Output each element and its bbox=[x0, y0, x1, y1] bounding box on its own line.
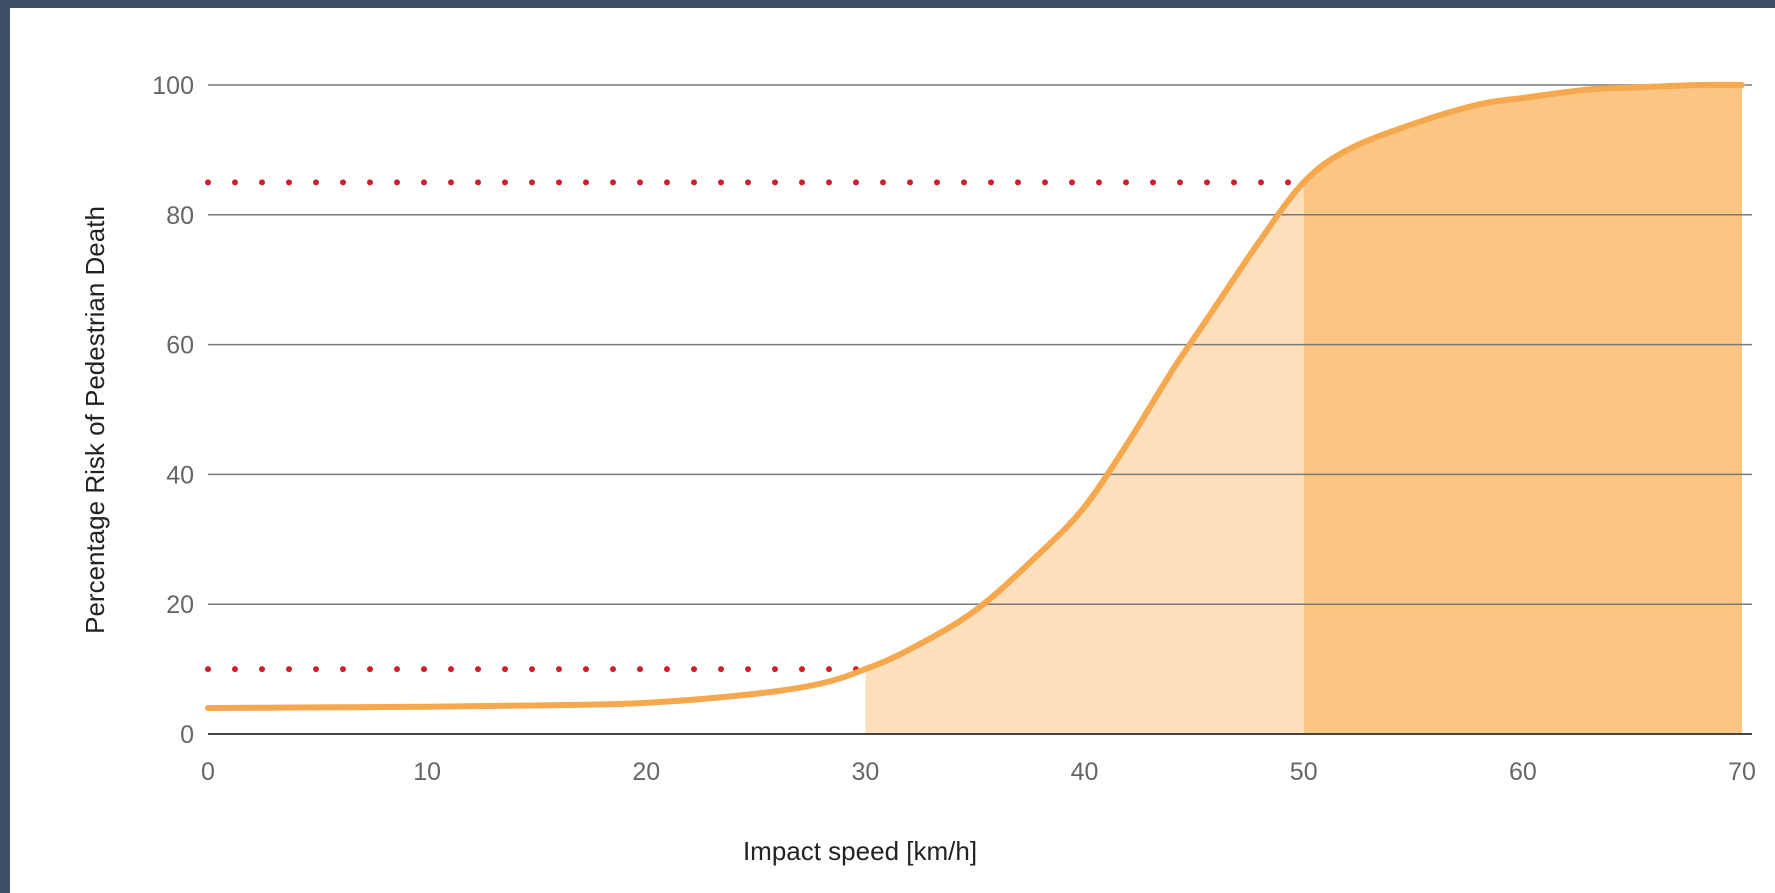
y-tick-60: 60 bbox=[166, 332, 194, 360]
x-tick-40: 40 bbox=[1071, 758, 1099, 786]
y-tick-20: 20 bbox=[166, 591, 194, 619]
x-tick-30: 30 bbox=[852, 758, 880, 786]
risk-chart: 0 20 40 60 80 100 0 10 20 30 40 50 60 70 Impact spee… bbox=[80, 72, 1756, 866]
x-tick-70: 70 bbox=[1728, 758, 1756, 786]
x-tick-60: 60 bbox=[1509, 758, 1537, 786]
y-tick-0: 0 bbox=[180, 721, 194, 749]
y-tick-100: 100 bbox=[152, 72, 194, 100]
x-tick-10: 10 bbox=[413, 758, 441, 786]
x-tick-0: 0 bbox=[201, 758, 215, 786]
shaded-region-1 bbox=[865, 182, 1304, 735]
y-tick-40: 40 bbox=[166, 461, 194, 489]
y-axis-title: Percentage Risk of Pedestrian Death bbox=[80, 206, 110, 634]
gridlines bbox=[208, 84, 1752, 735]
reference-lines bbox=[205, 179, 1307, 673]
y-tick-80: 80 bbox=[166, 202, 194, 230]
risk-curve-group bbox=[205, 81, 1745, 712]
x-tick-20: 20 bbox=[632, 758, 660, 786]
chart-panel: 0 20 40 60 80 100 0 10 20 30 40 50 60 70 Impact spee… bbox=[10, 8, 1775, 893]
shaded-region-2 bbox=[1303, 84, 1742, 734]
x-tick-50: 50 bbox=[1290, 758, 1318, 786]
x-axis-title: Impact speed [km/h] bbox=[743, 836, 977, 866]
y-tick-labels: 0 20 40 60 80 100 bbox=[152, 72, 194, 749]
x-tick-labels: 0 10 20 30 40 50 60 70 bbox=[201, 758, 1756, 786]
shaded-regions bbox=[865, 84, 1742, 735]
risk-curve bbox=[205, 81, 1745, 712]
